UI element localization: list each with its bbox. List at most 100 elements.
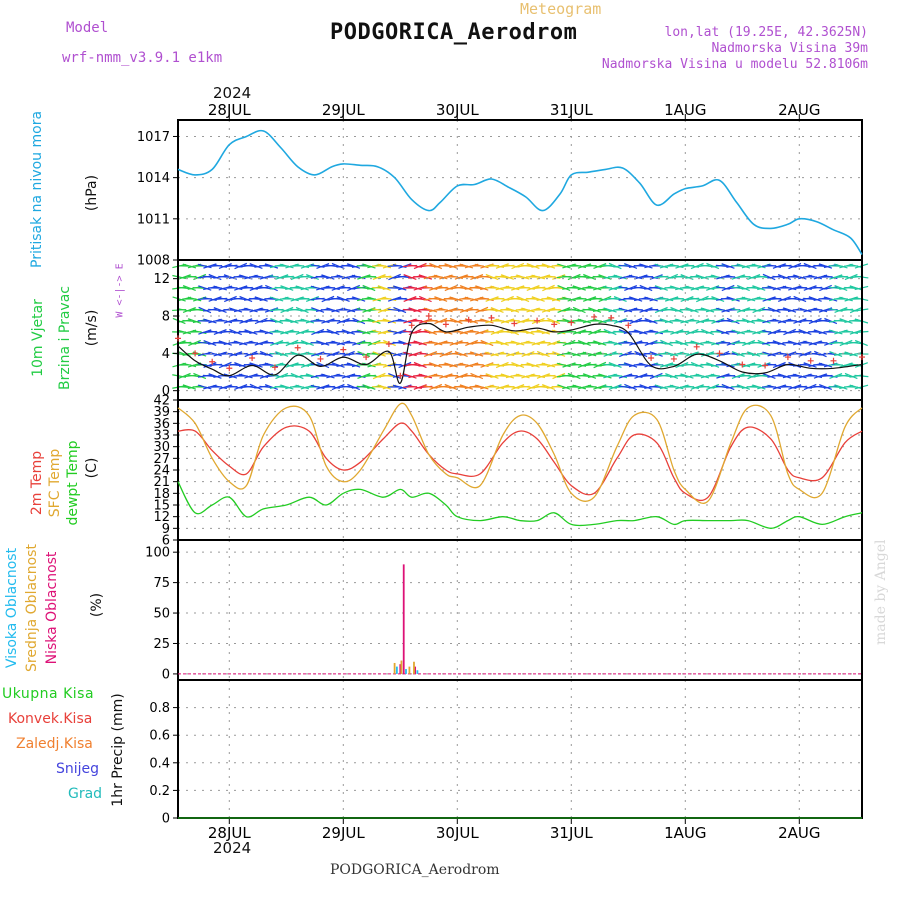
wind-barb <box>275 351 289 357</box>
wind-barb <box>705 297 720 301</box>
wind-barb <box>393 285 407 291</box>
wind-barb <box>716 350 730 358</box>
wind-barb <box>234 362 248 368</box>
wind-barb <box>659 296 674 302</box>
year-label-top: 2024 <box>213 84 252 102</box>
wind-barb <box>757 339 771 347</box>
wind-barb <box>295 263 310 269</box>
wind-barb <box>623 340 638 346</box>
wind-barb <box>228 307 243 313</box>
wind-barb <box>767 285 781 291</box>
wind-barb <box>772 318 787 324</box>
wind-gust-marker <box>340 346 347 353</box>
wind-barb <box>495 361 509 369</box>
y-tick-label: 36 <box>153 417 170 432</box>
wind-barb <box>808 296 822 302</box>
y-tick-label: 50 <box>153 607 170 622</box>
wind-barb <box>664 351 679 357</box>
wind-gust-marker <box>591 313 598 320</box>
wind-barb <box>557 285 571 291</box>
wind-barb <box>357 350 371 358</box>
wind-barb <box>218 361 232 369</box>
y-tick-label: 1017 <box>137 130 170 145</box>
wind-barb <box>347 383 360 391</box>
wind-barb <box>526 383 540 391</box>
wind-barb <box>341 307 356 313</box>
wind-barb <box>459 284 473 292</box>
wind-barb <box>444 263 458 269</box>
wind-barb <box>233 340 248 346</box>
wind-barb <box>634 329 648 335</box>
wind-barb <box>495 318 510 324</box>
precip-legend-freezing: Zaledj.Kisa <box>16 736 93 752</box>
wind-barb <box>280 306 294 314</box>
wind-barb <box>321 295 335 303</box>
sfc-temp-line <box>177 402 863 504</box>
wind-barb <box>474 263 489 269</box>
wind-barb <box>315 318 330 324</box>
wind-barb <box>321 274 335 280</box>
wind-barb <box>762 373 776 379</box>
wind-barb <box>613 295 627 303</box>
wind-barb <box>690 318 705 324</box>
wind-barb <box>829 329 843 335</box>
wind-barb <box>711 296 725 302</box>
wind-barb <box>352 317 366 325</box>
wind-barb <box>444 284 458 292</box>
y-tick-label: 42 <box>153 394 170 409</box>
wind-barb <box>418 274 433 280</box>
wind-barb <box>249 383 263 391</box>
wind-gust-marker <box>465 316 472 323</box>
wind-barb <box>516 295 530 303</box>
wind-barb <box>536 350 550 358</box>
y-tick-label: 0.6 <box>149 729 170 744</box>
wind-barb <box>459 362 474 368</box>
wind-barb <box>408 285 422 291</box>
wind-barb <box>439 350 453 358</box>
wind-barb <box>767 306 781 314</box>
wind-barb <box>526 362 540 368</box>
wind-gust-marker <box>568 319 575 326</box>
wind-barb <box>624 383 637 391</box>
x-tick-label-bottom: 2AUG <box>778 824 820 842</box>
wind-barb <box>685 285 699 291</box>
wind-barb <box>346 340 361 346</box>
wind-barb <box>624 263 638 269</box>
wind-barb <box>511 361 525 369</box>
x-tick-label-top: 28JUL <box>208 101 251 119</box>
wind-barb <box>813 307 828 313</box>
wind-barb <box>413 340 427 346</box>
wind-barb <box>634 350 648 358</box>
wind-barb <box>844 273 858 281</box>
wind-barb <box>552 372 566 380</box>
wind-barb <box>290 372 304 380</box>
wind-barb <box>572 285 586 291</box>
wind-barb <box>295 341 310 345</box>
wind-gust-marker <box>363 354 370 361</box>
wind-barb <box>362 263 376 269</box>
wind-barb <box>823 296 838 302</box>
dewpt-temp-line <box>177 481 863 529</box>
wind-barb <box>542 284 555 292</box>
wind-barb <box>244 329 258 335</box>
wind-barb <box>762 273 776 281</box>
wind-barb <box>644 296 658 302</box>
x-tick-label-bottom: 30JUL <box>436 824 479 842</box>
wind-barb <box>382 318 397 324</box>
wind-barb <box>239 295 253 303</box>
wind-gust-marker <box>442 321 449 328</box>
wind-barb <box>429 383 443 391</box>
x-tick-label-bottom: 29JUL <box>322 824 365 842</box>
x-tick-label-bottom: 31JUL <box>550 824 593 842</box>
wind-barb <box>316 361 330 369</box>
wind-barb <box>470 351 484 357</box>
y-tick-label: 39 <box>153 405 170 420</box>
wind-barb <box>398 318 412 324</box>
wind-barb <box>280 263 294 269</box>
wind-barb <box>649 351 663 357</box>
wind-barb <box>654 263 669 269</box>
wind-barb <box>187 318 202 324</box>
wind-barb <box>813 350 827 358</box>
lonlat-info: lon,lat (19.25E, 42.3625N) <box>664 25 869 40</box>
